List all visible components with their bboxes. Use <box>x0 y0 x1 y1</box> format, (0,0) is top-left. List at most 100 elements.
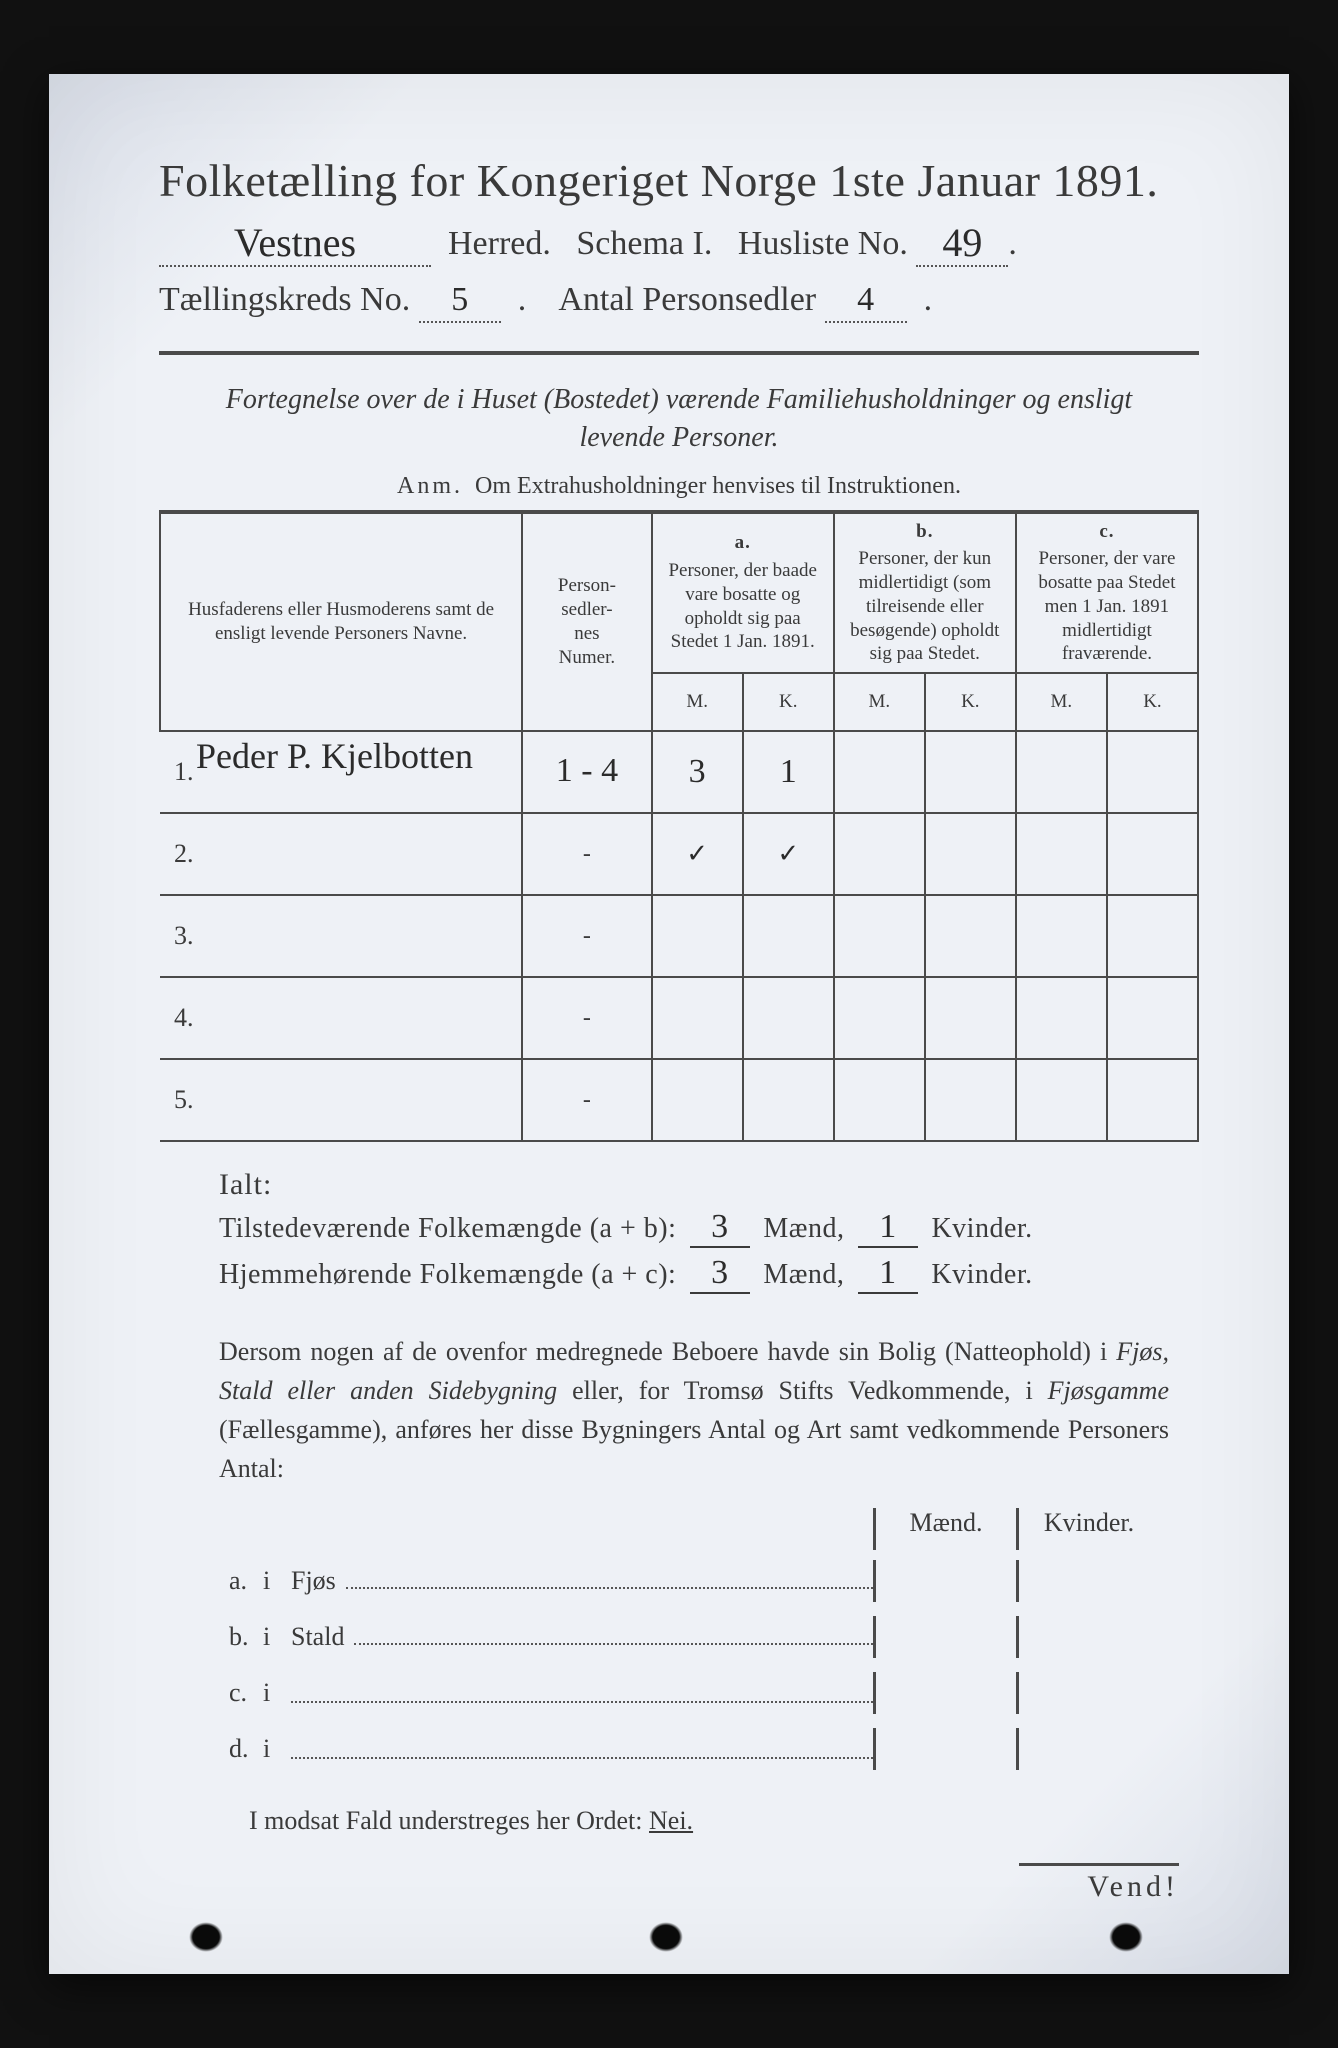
anm-line: Anm. Om Extrahusholdninger henvises til … <box>159 473 1199 500</box>
row-c-k <box>1107 977 1198 1059</box>
row-b-k <box>925 813 1016 895</box>
census-form: Folketælling for Kongeriget Norge 1ste J… <box>49 74 1289 1974</box>
punch-hole-icon <box>649 1922 683 1952</box>
row-c-m <box>1016 895 1107 977</box>
row-a-m <box>652 1059 743 1141</box>
sum-line-ab: Tilstedeværende Folkemængde (a + b): 3 M… <box>219 1208 1199 1248</box>
table-row: 4. - <box>160 977 1198 1059</box>
herred-label: Herred. <box>448 225 551 262</box>
sum-ac-k: 1 <box>858 1254 918 1294</box>
bld-head-k: Kvinder. <box>1019 1508 1159 1550</box>
anm-text: Om Extrahusholdninger henvises til Instr… <box>475 473 961 499</box>
sum-ab-m: 3 <box>690 1208 750 1248</box>
row-c-k <box>1107 1059 1198 1141</box>
row-a-k <box>743 977 834 1059</box>
row-a-k <box>743 1059 834 1141</box>
row-num: - <box>522 977 651 1059</box>
th-c-text: Personer, der vare bosatte paa Stedet me… <box>1038 548 1175 664</box>
sum-ac-m: 3 <box>690 1254 750 1294</box>
household-table: Husfaderens eller Husmoderens samt de en… <box>159 510 1199 1143</box>
para-t3: (Fællesgamme), anføres her disse Bygning… <box>219 1415 1169 1483</box>
bld-key: c. <box>229 1678 263 1708</box>
bld-key: d. <box>229 1734 263 1764</box>
row-num: - <box>522 813 651 895</box>
table-row: 2. - ✓ ✓ <box>160 813 1198 895</box>
row-c-m <box>1016 1059 1107 1141</box>
th-b-m: M. <box>834 673 925 731</box>
bld-key: a. <box>229 1566 263 1596</box>
bld-i: i <box>263 1734 291 1764</box>
th-a-k: K. <box>743 673 834 731</box>
header-line-3: Tællingskreds No. 5 . Antal Personsedler… <box>159 281 1199 323</box>
th-group-b: b.Personer, der kun midlertidigt (som ti… <box>834 512 1016 674</box>
punch-hole-icon <box>1109 1922 1143 1952</box>
th-b-text: Personer, der kun midlertidigt (som tilr… <box>850 548 999 664</box>
bld-i: i <box>263 1622 291 1652</box>
sum-val: 3 <box>711 1208 729 1245</box>
th-c-m: M. <box>1016 673 1107 731</box>
row-idx: 3. <box>160 895 522 977</box>
sedler-value: 4 <box>857 281 874 318</box>
punch-hole-icon <box>189 1922 223 1952</box>
herred-value: Vestnes <box>234 220 356 265</box>
ialt-label: Ialt: <box>219 1168 1199 1202</box>
row-b-k <box>925 1059 1016 1141</box>
th-c-k: K. <box>1107 673 1198 731</box>
bld-label: Fjøs <box>291 1566 336 1596</box>
bld-head-m: Mænd. <box>876 1508 1016 1550</box>
row-idx: 5. <box>160 1059 522 1141</box>
vbar-icon <box>1016 1672 1019 1714</box>
row-idx: 4. <box>160 977 522 1059</box>
table-row: 1.Peder P. Kjelbotten 1 - 4 3 1 <box>160 731 1198 813</box>
row-a-k: ✓ <box>743 813 834 895</box>
row-a-m <box>652 977 743 1059</box>
th-a-text: Personer, der baade vare bosatte og opho… <box>668 560 817 652</box>
table-body: 1.Peder P. Kjelbotten 1 - 4 3 1 2. - ✓ ✓ <box>160 731 1198 1141</box>
vbar-icon <box>873 1728 876 1770</box>
subtitle: Fortegnelse over de i Huset (Bostedet) v… <box>199 381 1159 457</box>
husliste-label: Husliste No. <box>738 225 908 262</box>
row-a-m: 3 <box>652 731 743 813</box>
th-num-text: Person- sedler- nes Numer. <box>558 575 616 667</box>
kreds-label: Tællingskreds No. <box>159 281 410 318</box>
th-c-key: c. <box>1025 520 1189 544</box>
para-t1: Dersom nogen af de ovenfor medregnede Be… <box>219 1337 1116 1366</box>
row-idx: 2. <box>160 813 522 895</box>
row-idx: 1.Peder P. Kjelbotten <box>160 731 522 813</box>
para-it2: Fjøsgamme <box>1048 1376 1169 1405</box>
schema-label: Schema I. <box>576 225 712 262</box>
bld-label-wrap: Stald <box>291 1622 873 1652</box>
vbar-icon <box>873 1560 876 1602</box>
cell-val: 3 <box>689 753 706 790</box>
vbar-icon <box>1016 1560 1019 1602</box>
buildings-paragraph: Dersom nogen af de ovenfor medregnede Be… <box>219 1332 1169 1488</box>
bld-i: i <box>263 1566 291 1596</box>
dots-icon <box>346 1569 873 1589</box>
row-a-k: 1 <box>743 731 834 813</box>
row-b-m <box>834 731 925 813</box>
row-c-m <box>1016 977 1107 1059</box>
th-names: Husfaderens eller Husmoderens samt de en… <box>160 512 522 732</box>
row-b-m <box>834 977 925 1059</box>
row-num: 1 - 4 <box>522 731 651 813</box>
row-b-m <box>834 895 925 977</box>
th-group-a: a.Personer, der baade vare bosatte og op… <box>652 512 834 674</box>
vbar-icon <box>873 1672 876 1714</box>
bld-key: b. <box>229 1622 263 1652</box>
sedler-field: 4 <box>825 281 907 323</box>
bld-i: i <box>263 1678 291 1708</box>
header-line-2: Vestnes Herred. Schema I. Husliste No. 4… <box>159 225 1199 267</box>
sedler-label: Antal Personsedler <box>558 281 816 318</box>
maend-label: Mænd, <box>763 1213 844 1244</box>
sum-ab-label: Tilstedeværende Folkemængde (a + b): <box>219 1213 676 1244</box>
row-c-m <box>1016 813 1107 895</box>
row-num-val: 1 - 4 <box>556 752 618 789</box>
row-b-k <box>925 977 1016 1059</box>
vbar-icon <box>1016 1616 1019 1658</box>
row-num: - <box>522 1059 651 1141</box>
row-b-k <box>925 731 1016 813</box>
row-c-k <box>1107 731 1198 813</box>
cell-val: ✓ <box>777 839 799 868</box>
nei-line: I modsat Fald understreges her Ordet: Ne… <box>249 1806 1199 1836</box>
row-name: Peder P. Kjelbotten <box>196 742 473 771</box>
